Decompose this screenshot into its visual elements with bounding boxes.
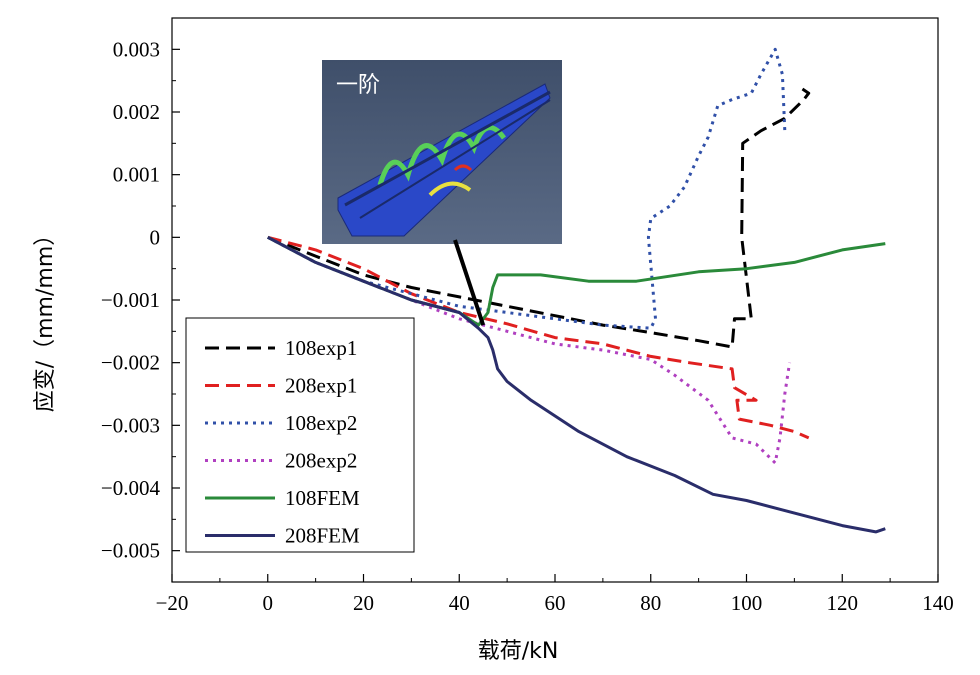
x-tick-label: −20 — [156, 591, 189, 615]
y-axis-title: 应变/（mm/mm） — [33, 224, 58, 413]
y-tick-label: 0.003 — [113, 37, 160, 61]
inset-label: 一阶 — [336, 73, 380, 98]
legend-label-208exp2: 208exp2 — [285, 449, 357, 473]
legend-label-108exp2: 108exp2 — [285, 411, 357, 435]
legend-label-208FEM: 208FEM — [285, 524, 360, 548]
legend: 108exp1 208exp1 108exp2 208exp2 108FEM 208FEM — [185, 317, 415, 553]
y-tick-label: −0.003 — [101, 413, 160, 437]
legend-label-208exp1: 208exp1 — [285, 374, 357, 398]
inset-pointer-line — [453, 239, 486, 326]
series-line-208exp1 — [267, 235, 810, 440]
x-tick-label: 60 — [545, 591, 566, 615]
inset-buckling-mode-image: 一阶 — [322, 60, 562, 244]
legend-label-108FEM: 108FEM — [285, 486, 360, 510]
x-tick-label: 0 — [263, 591, 274, 615]
x-axis-ticks: −20 0 20 40 60 80 100 120 140 — [156, 574, 954, 615]
x-tick-label: 100 — [731, 591, 763, 615]
legend-box — [185, 317, 415, 553]
y-tick-label: −0.002 — [101, 351, 160, 375]
y-tick-label: 0 — [150, 225, 161, 249]
x-axis-title: 载荷/kN — [478, 639, 559, 664]
y-tick-label: 0.002 — [113, 100, 160, 124]
x-tick-label: 80 — [640, 591, 661, 615]
x-tick-label: 140 — [922, 591, 954, 615]
x-tick-label: 120 — [827, 591, 859, 615]
y-axis-ticks: 0.003 0.002 0.001 0 −0.001 −0.002 −0.003 −0.004… — [101, 37, 180, 563]
x-tick-label: 40 — [449, 591, 470, 615]
series-line-108exp1 — [267, 85, 811, 349]
y-tick-label: −0.005 — [101, 539, 160, 563]
y-tick-label: −0.001 — [101, 288, 160, 312]
y-tick-label: −0.004 — [101, 476, 161, 500]
y-tick-label: 0.001 — [113, 163, 160, 187]
series-layer — [267, 47, 886, 534]
x-tick-label: 20 — [353, 591, 374, 615]
legend-label-108exp1: 108exp1 — [285, 336, 357, 360]
series-line-208FEM — [267, 235, 886, 534]
